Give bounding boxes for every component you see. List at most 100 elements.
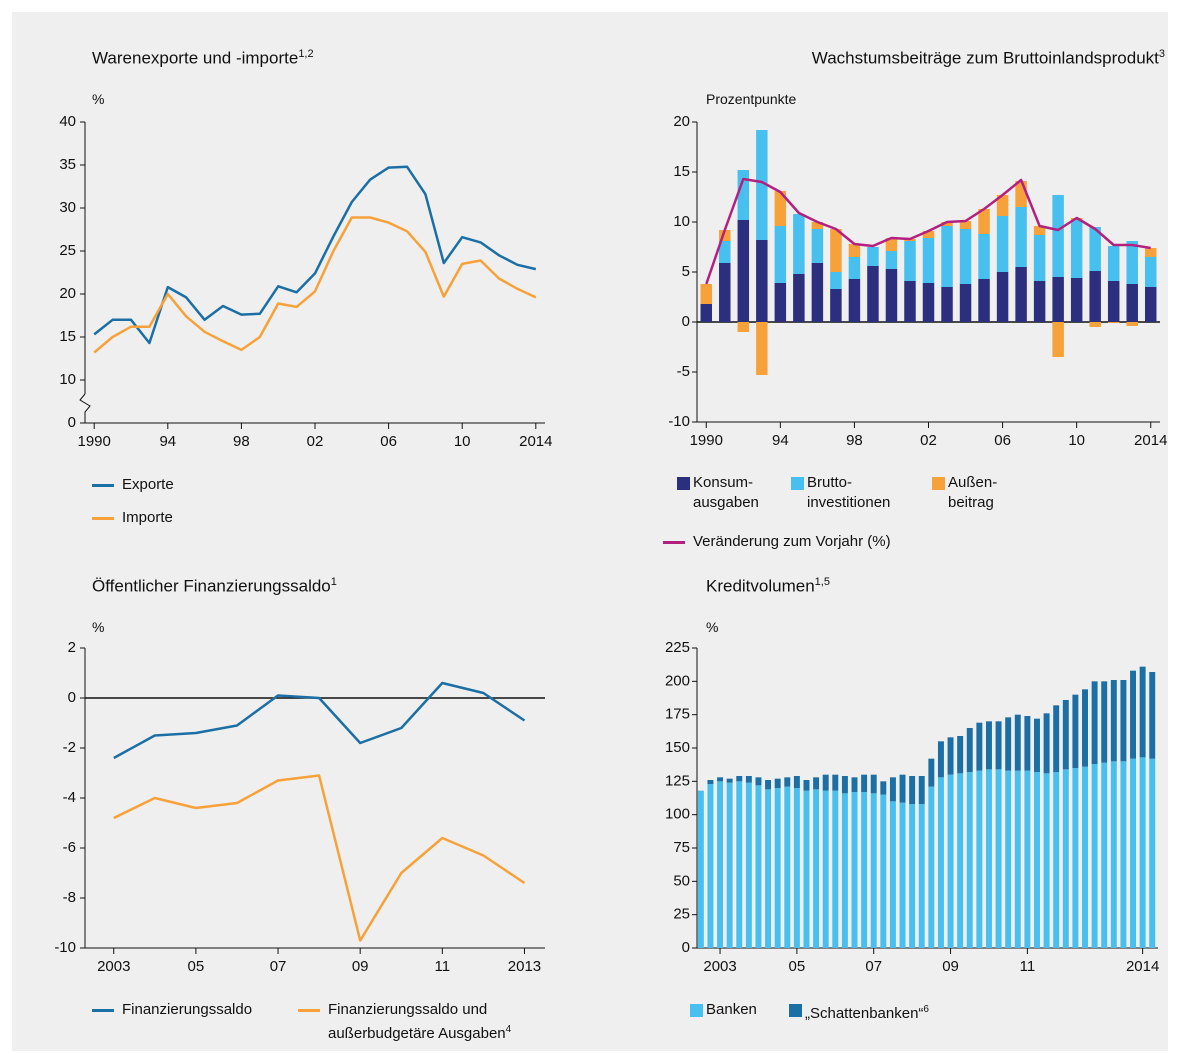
bar — [736, 776, 743, 782]
x-tick-label: 94 — [159, 433, 176, 450]
legend-swatch — [690, 1004, 703, 1017]
legend-line — [92, 484, 114, 487]
y-tick-label: 225 — [665, 639, 690, 656]
bar — [1033, 281, 1046, 322]
bar — [966, 772, 973, 948]
title-text: Warenexporte und -importe — [92, 48, 299, 68]
bar — [978, 234, 990, 279]
legend-entry: Außen- beitrag — [918, 473, 997, 513]
bar — [1107, 322, 1120, 323]
y-tick-label: 175 — [665, 706, 690, 723]
legend-entry: Exporte — [92, 475, 174, 495]
bar — [1052, 195, 1064, 277]
bar — [978, 209, 990, 234]
x-tick-label: 05 — [789, 958, 806, 975]
bar — [793, 274, 805, 322]
bar — [976, 770, 983, 948]
bar — [1149, 758, 1156, 948]
y-unit: Prozentpunkte — [706, 91, 797, 107]
bar — [1110, 680, 1117, 762]
bar — [941, 222, 953, 226]
bar — [851, 777, 858, 792]
bar — [1126, 241, 1138, 284]
legend-entry: Finanzierungssaldo und außerbudgetäre Au… — [298, 1000, 511, 1044]
bar — [1015, 267, 1027, 322]
legend-line — [92, 517, 114, 520]
bar — [1110, 761, 1117, 948]
bar — [813, 777, 820, 790]
bar — [928, 786, 935, 948]
bar — [1082, 766, 1088, 948]
title-text: Öffentlicher Finanzierungssaldo — [92, 576, 331, 596]
bar — [1082, 689, 1088, 767]
y-tick-label: 15 — [673, 163, 690, 180]
bar — [737, 170, 750, 220]
bar — [957, 773, 964, 948]
bar — [885, 251, 898, 269]
bar — [784, 777, 791, 787]
bar — [867, 247, 879, 266]
bar — [861, 774, 868, 792]
legend-label: Banken — [706, 1001, 757, 1018]
y-tick-label: 125 — [665, 772, 690, 789]
line — [93, 216, 537, 354]
x-tick-label: 98 — [233, 433, 250, 450]
bar — [880, 781, 887, 795]
bar — [848, 279, 861, 322]
bar — [985, 721, 992, 770]
x-tick-label: 10 — [454, 433, 471, 450]
y-tick-label: 0 — [68, 689, 76, 706]
y-tick-label: 5 — [682, 263, 690, 280]
bar — [1033, 226, 1046, 235]
x-tick-label: 11 — [435, 958, 451, 975]
bar — [870, 793, 877, 948]
bar — [978, 279, 990, 322]
y-tick-label: -10 — [54, 939, 76, 956]
title-text: Wachstumsbeiträge zum Bruttoinlandsprodu… — [811, 48, 1159, 68]
x-tick-label: 09 — [942, 958, 959, 975]
y-tick-label: 100 — [665, 806, 690, 823]
bar — [995, 769, 1002, 948]
bar — [937, 777, 944, 948]
bar — [765, 789, 772, 948]
line — [93, 165, 537, 345]
legend-label: „Schattenbanken“ — [805, 1005, 924, 1022]
bar — [1130, 670, 1137, 759]
y-tick-label: -10 — [668, 413, 690, 430]
bar — [1014, 714, 1021, 771]
legend-entry: Brutto- investitionen — [777, 473, 890, 513]
legend-entry: Veränderung zum Vorjahr (%) — [663, 532, 891, 552]
bar — [889, 777, 896, 802]
bar — [867, 266, 879, 322]
x-tick-label: 2014 — [519, 433, 552, 450]
x-tick-label: 1990 — [690, 432, 723, 449]
y-unit: % — [92, 91, 105, 107]
bar — [832, 790, 839, 948]
bar — [1130, 758, 1137, 948]
bar — [1120, 680, 1127, 762]
bar — [1072, 768, 1079, 948]
bar — [1139, 666, 1146, 758]
legend-swatch — [677, 477, 690, 490]
legend-label: Außen- beitrag — [948, 474, 998, 511]
bar — [756, 322, 768, 375]
x-tick-label: 94 — [772, 432, 789, 449]
line — [113, 681, 526, 760]
bar — [947, 774, 954, 948]
bar — [870, 774, 877, 794]
bar — [707, 780, 714, 784]
x-tick-label: 05 — [188, 958, 205, 975]
x-tick-label: 2013 — [508, 958, 541, 975]
bar — [909, 804, 916, 948]
bar — [832, 774, 839, 791]
bar — [957, 736, 964, 774]
legend-label: Brutto- investitionen — [807, 474, 891, 511]
chart-title: Warenexporte und -importe1,2 — [92, 48, 314, 69]
bar — [1126, 284, 1138, 322]
legend-line — [92, 1009, 114, 1012]
bar — [756, 130, 768, 240]
y-tick-label: 0 — [682, 313, 690, 330]
y-tick-label: 50 — [673, 872, 690, 889]
